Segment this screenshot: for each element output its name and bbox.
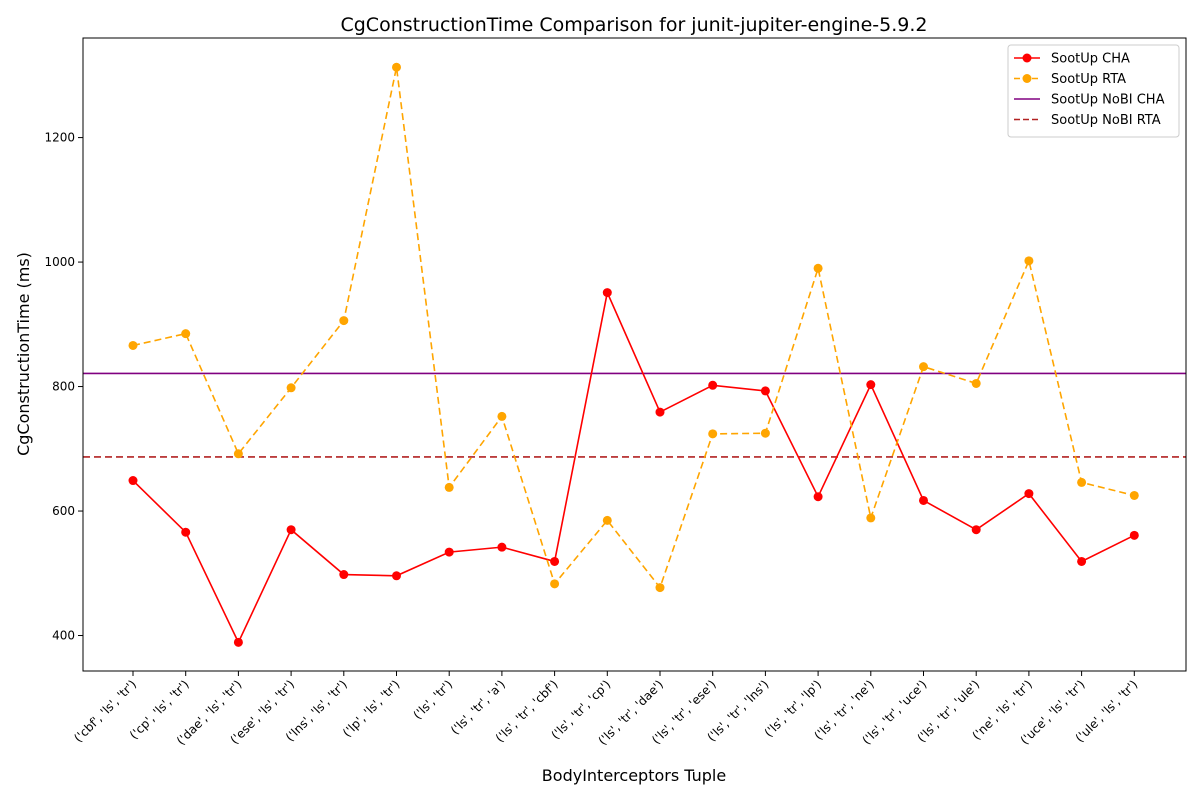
data-point [655,407,665,417]
data-point [181,527,191,537]
data-point [602,515,612,525]
data-point [919,362,928,372]
data-point [128,340,138,350]
data-point [760,386,770,396]
series-line [132,289,1135,645]
y-tick-label: 800 [52,380,75,394]
data-point [971,378,981,388]
legend-label: SootUp NoBI RTA [1051,113,1161,128]
legend-swatch-marker [1022,74,1032,83]
data-point [1077,556,1087,566]
data-point [181,329,191,339]
y-tick-label: 1200 [44,131,75,145]
data-point [866,513,876,523]
legend-label: SootUp CHA [1051,52,1130,67]
data-point [286,525,296,535]
axes-frame [82,37,1187,672]
data-point [813,492,823,502]
data-point [971,525,981,535]
data-point [602,288,612,298]
y-tick-label: 1000 [44,255,75,269]
data-point [392,62,401,72]
legend: SootUp CHA SootUp RTA SootUp NoBI CHA SootU… [1007,44,1180,138]
data-point [813,263,823,273]
data-point [1024,489,1034,499]
data-point [339,570,349,580]
data-point [550,579,560,589]
chart-title: CgConstructionTime Comparison for junit-… [340,14,927,36]
data-point [550,556,560,566]
data-point [444,547,454,557]
data-point [866,380,876,390]
data-point [1024,256,1034,266]
data-point [1129,530,1139,540]
data-point [233,637,243,647]
data-point [1129,490,1139,500]
data-point [919,495,928,505]
data-point [655,583,665,593]
data-point [128,476,138,486]
data-point [760,428,770,438]
data-point [286,383,296,393]
data-point [233,449,243,459]
plot-area [83,62,1186,647]
x-axis-title: BodyInterceptors Tuple [542,766,726,785]
legend-box [1007,44,1180,138]
data-point [497,411,507,421]
data-point [392,571,401,581]
data-point [1077,477,1087,487]
legend-swatch-marker [1022,53,1032,63]
data-point [708,380,718,390]
data-point [444,482,454,492]
y-axis-title: CgConstructionTime (ms) [14,252,33,456]
legend-label: SootUp RTA [1051,72,1126,87]
data-point [708,429,718,439]
legend-label: SootUp NoBI CHA [1051,93,1165,108]
data-point [339,316,349,326]
y-tick-label: 600 [52,504,75,518]
y-tick-label: 400 [52,629,75,643]
data-point [497,542,507,552]
